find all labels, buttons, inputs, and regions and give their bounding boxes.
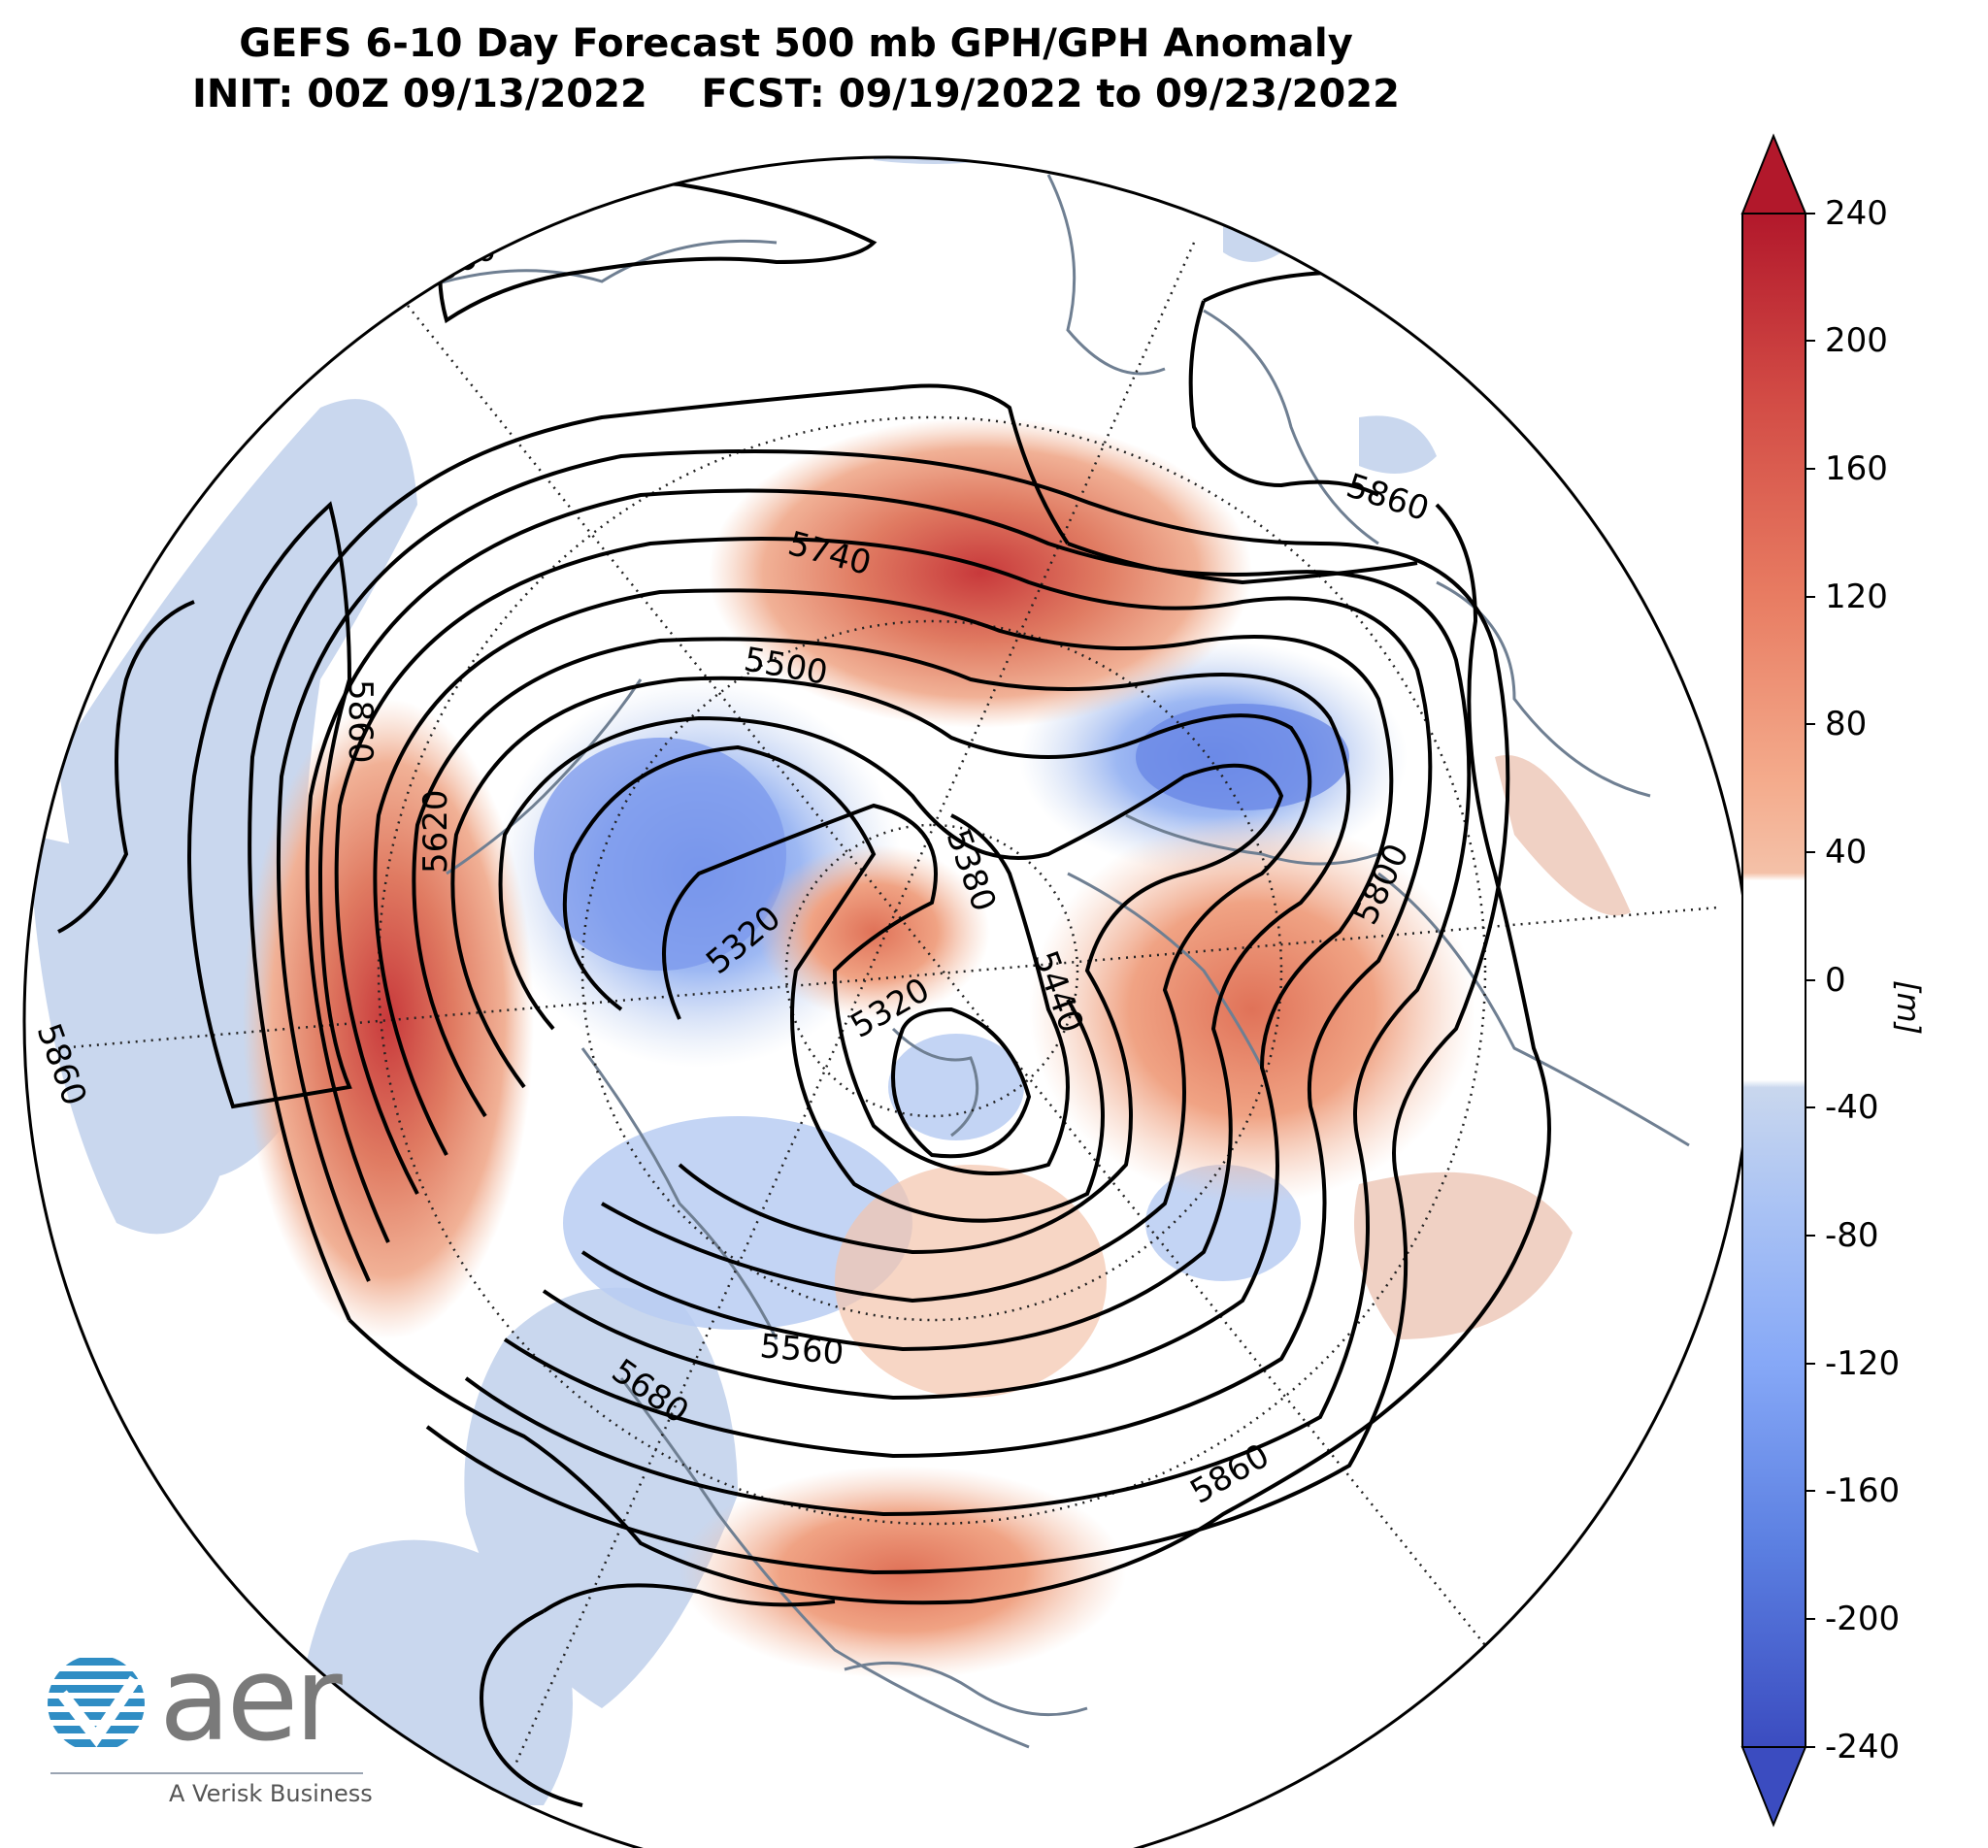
aer-tagline: A Verisk Business — [169, 1780, 373, 1807]
contour-label: 5860 — [341, 679, 380, 764]
colorbar-body — [1741, 213, 1806, 1748]
colorbar-tick-label: 200 — [1825, 321, 1888, 360]
colorbar-units-label: [m] — [1890, 980, 1927, 1036]
aer-logo: aer A Verisk Business — [43, 1633, 373, 1815]
colorbar-tick-label: 160 — [1825, 449, 1888, 488]
aer-wordmark: aer — [159, 1633, 343, 1767]
colorbar-tick-label: -160 — [1825, 1471, 1901, 1510]
coastlines — [387, 174, 1690, 1749]
height-contours — [57, 180, 1551, 1807]
contour-label: 5620 — [416, 789, 455, 874]
colorbar-tick-label: 40 — [1825, 833, 1868, 872]
colorbar — [1740, 133, 1815, 1828]
colorbar-tick-label: 0 — [1825, 961, 1846, 1000]
aer-globe-icon — [48, 1655, 145, 1752]
colorbar-tick-label: 80 — [1825, 705, 1868, 743]
map-title-line-2: INIT: 00Z 09/13/2022 FCST: 09/19/2022 to… — [192, 72, 1400, 116]
map-title-line-1: GEFS 6-10 Day Forecast 500 mb GPH/GPH An… — [239, 21, 1353, 66]
colorbar-tick-label: 120 — [1825, 578, 1888, 616]
colorbar-tick-label: -240 — [1825, 1728, 1901, 1766]
contour-label: 5560 — [758, 1327, 845, 1372]
colorbar-tick-label: -120 — [1825, 1344, 1901, 1383]
colorbar-tick-label: -40 — [1825, 1088, 1879, 1127]
colorbar-bottom-arrow — [1740, 1746, 1807, 1828]
colorbar-tick-label: -200 — [1825, 1600, 1901, 1638]
logo-divider — [50, 1772, 363, 1774]
colorbar-tick-label: 240 — [1825, 194, 1888, 233]
colorbar-tick-label: -80 — [1825, 1216, 1879, 1255]
colorbar-top-arrow — [1740, 133, 1807, 214]
